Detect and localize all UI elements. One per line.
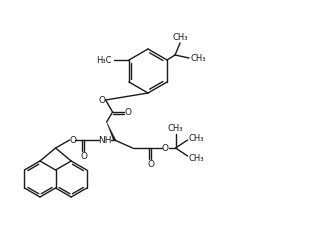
Text: CH₃: CH₃ — [190, 54, 206, 63]
Text: O: O — [124, 108, 131, 117]
Text: O: O — [69, 136, 76, 145]
Text: CH₃: CH₃ — [168, 124, 183, 133]
Text: O: O — [162, 144, 169, 153]
Text: O: O — [98, 96, 105, 105]
Text: CH₃: CH₃ — [172, 33, 188, 42]
Text: CH₃: CH₃ — [189, 134, 204, 143]
Text: H₃C: H₃C — [96, 56, 112, 65]
Text: O: O — [147, 160, 154, 169]
Text: NH: NH — [98, 136, 111, 145]
Text: O: O — [80, 152, 87, 161]
Polygon shape — [107, 122, 116, 140]
Text: CH₃: CH₃ — [189, 154, 204, 163]
